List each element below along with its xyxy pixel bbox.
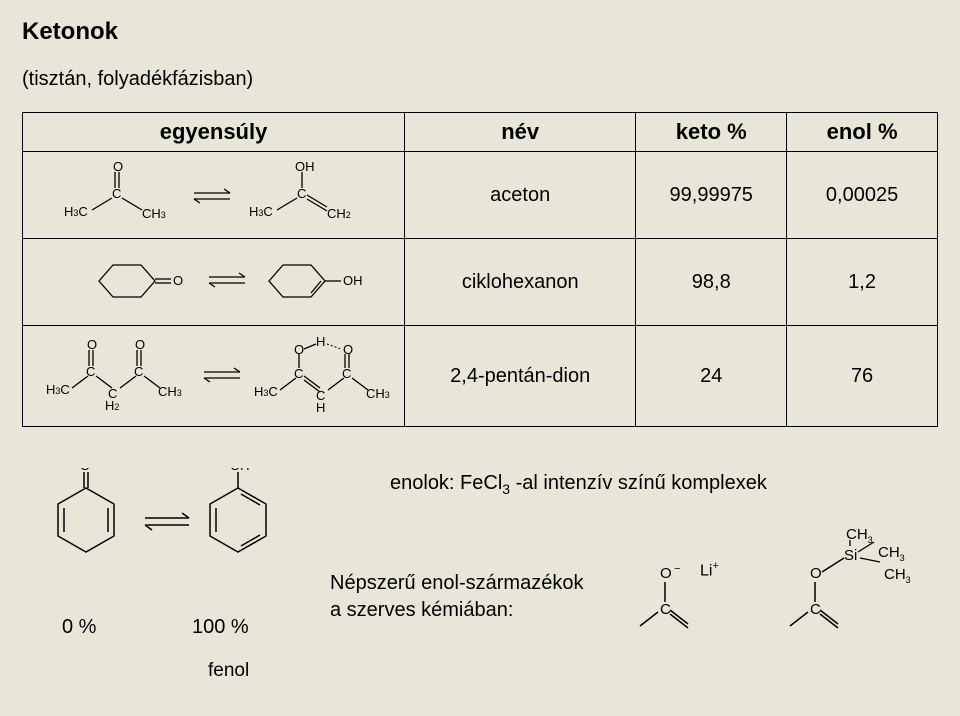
svg-text:C: C [660,601,671,618]
th-enol: enol % [787,113,938,152]
svg-text:C: C [86,364,95,379]
th-keto: keto % [636,113,787,152]
svg-text:H: H [316,334,325,349]
svg-text:CH3: CH3 [142,206,166,221]
cell-keto: 98,8 [636,239,787,326]
svg-text:−: − [674,563,680,575]
cell-enol: 0,00025 [787,152,938,239]
svg-text:C: C [112,186,121,201]
svg-text:O: O [660,565,672,582]
li-plus-label: Li+ [700,560,719,580]
svg-text:H3C: H3C [46,382,70,397]
svg-text:H3C: H3C [64,204,88,219]
svg-text:O: O [810,565,822,582]
equilibrium-arrow-icon [194,189,230,203]
svg-text:C: C [294,366,303,381]
cell-enol: 1,2 [787,239,938,326]
plus-text: + [712,560,718,572]
svg-text:O: O [80,468,90,473]
th-equilibrium: egyensúly [23,113,405,152]
svg-text:O: O [173,273,183,288]
svg-text:C: C [134,364,143,379]
equilibrium-table: egyensúly név keto % enol % H3C C CH3 O [22,112,938,427]
th-name: név [405,113,636,152]
cyclohexanone-structure: O OH [44,245,384,319]
svg-text:CH3: CH3 [158,384,182,399]
cell-name: ciklohexanon [405,239,636,326]
enol-note-sub: 3 [502,481,510,497]
page-title: Ketonok [22,18,118,46]
phenol-structure: O OH [40,468,340,618]
pentanedione-structure: H3C C O C H2 C O CH3 [34,332,394,420]
aceton-structure: H3C C CH3 O [44,158,384,232]
pct-0: 0 % [62,616,96,639]
svg-text:O: O [343,342,353,357]
table-row: H3C C O C H2 C O CH3 [23,326,938,427]
svg-text:O: O [87,337,97,352]
svg-text:OH: OH [295,159,315,174]
pct-100: 100 % [192,616,249,639]
cell-keto: 99,99975 [636,152,787,239]
li-text: Li [700,562,712,579]
cell-keto: 24 [636,326,787,427]
svg-text:C: C [297,186,306,201]
table-row: H3C C CH3 O [23,152,938,239]
table-header-row: egyensúly név keto % enol % [23,113,938,152]
svg-text:OH: OH [343,273,363,288]
struct-aceton: H3C C CH3 O [23,152,405,239]
svg-text:O: O [135,337,145,352]
svg-text:O: O [294,342,304,357]
ch3-label-2: CH3 [878,544,905,563]
svg-text:C: C [342,366,351,381]
svg-text:H: H [316,400,325,415]
struct-cyclohexanone: O OH [23,239,405,326]
svg-text:OH: OH [230,468,250,473]
ch3-label-1: CH3 [846,526,873,545]
phenol-equilibrium: O OH 0 % 100 % fenol [40,468,340,688]
enolate-products: O − C O C Si Li+ CH3 CH3 C [610,540,940,690]
svg-text:CH2: CH2 [327,206,351,221]
cell-enol: 76 [787,326,938,427]
phenol-label: fenol [208,660,249,682]
enol-note-suffix: -al intenzív színű komplexek [510,472,767,494]
cell-name: 2,4-pentán-dion [405,326,636,427]
deriv-line1: Népszerű enol-származékok [330,572,583,594]
cell-name: aceton [405,152,636,239]
svg-text:CH3: CH3 [366,386,390,401]
enol-note: enolok: FeCl3 -al intenzív színű komplex… [390,472,767,497]
svg-text:Si: Si [844,547,857,564]
svg-text:H3C: H3C [254,384,278,399]
svg-text:C: C [810,601,821,618]
svg-text:H3C: H3C [249,204,273,219]
table-row: O OH ciklohexanon 9 [23,239,938,326]
deriv-line2: a szerves kémiában: [330,599,513,621]
svg-text:O: O [113,159,123,174]
page-subtitle: (tisztán, folyadékfázisban) [22,68,253,91]
derivatives-note: Népszerű enol-származékok a szerves kémi… [330,570,583,624]
ch3-label-3: CH3 [884,566,911,585]
enol-note-prefix: enolok: FeCl [390,472,502,494]
struct-pentanedione: H3C C O C H2 C O CH3 [23,326,405,427]
